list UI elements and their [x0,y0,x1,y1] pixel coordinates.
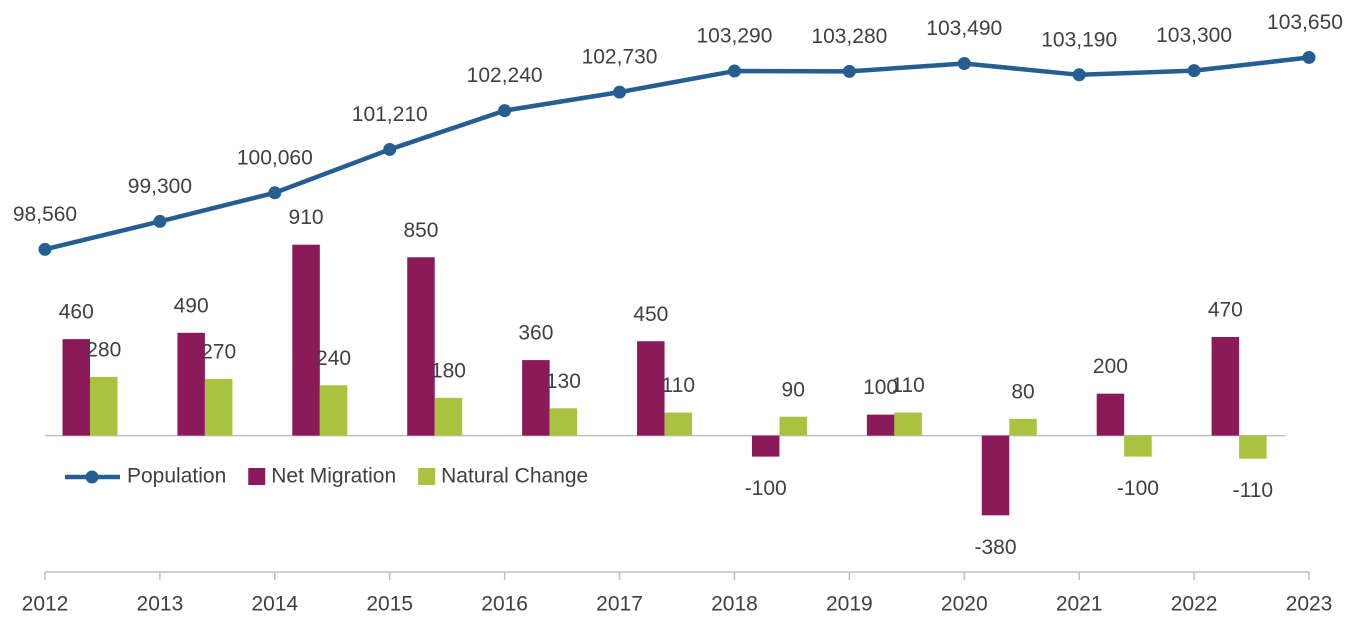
bar [1096,393,1125,436]
x-tick-label: 2017 [596,593,643,616]
bar [204,378,233,436]
data-label: 360 [518,322,553,345]
x-tick-label: 2022 [1171,593,1218,616]
bar [866,414,895,436]
line-point [153,214,167,228]
legend-label: Population [127,465,226,488]
data-label: 103,190 [1041,28,1117,51]
data-label: 102,730 [582,46,658,69]
bar [292,244,320,436]
line-point [383,142,397,156]
bar [62,339,90,436]
data-label: 460 [59,301,94,324]
data-label: 103,490 [926,17,1002,40]
bar [637,341,665,436]
bar [407,257,435,436]
x-tick-label: 2012 [22,593,69,616]
data-label: 100,060 [237,146,313,169]
data-label: 470 [1208,299,1243,322]
data-label: -380 [975,536,1017,559]
bar [1211,337,1240,436]
data-label: 450 [633,303,668,326]
line-point [498,104,512,118]
legend-marker [85,470,99,484]
x-tick-label: 2013 [137,593,184,616]
line-point [727,64,741,78]
x-tick-label: 2020 [941,593,988,616]
bar [664,412,693,436]
data-label: 200 [1093,355,1128,378]
data-label: 110 [891,374,924,397]
legend-swatch [418,468,436,485]
data-label: 103,290 [696,25,772,48]
bar [894,412,922,436]
line [44,55,1310,252]
line-point [613,85,627,99]
bar [981,435,1010,516]
line-point [1187,64,1201,78]
bar [90,376,118,436]
x-tick-label: 2014 [251,593,298,616]
legend-swatch [248,468,266,485]
legend-label: Natural Change [441,465,588,488]
data-label: 99,300 [128,175,192,198]
data-label: 80 [1011,380,1034,403]
bar [1239,435,1267,459]
data-label: 102,240 [467,64,543,87]
legend-label: Net Migration [271,465,396,488]
data-label: 98,560 [13,203,77,226]
data-label: 103,280 [811,25,887,48]
x-tick-label: 2023 [1286,593,1333,616]
data-label: 103,300 [1156,24,1232,47]
bar [319,385,348,436]
data-label: 110 [662,374,695,397]
data-label: 100 [863,376,898,399]
x-tick-label: 2016 [481,593,528,616]
data-label: 180 [431,359,466,382]
data-label: -110 [1233,479,1273,502]
bar [1009,418,1037,436]
bar [1124,435,1152,457]
x-tick-label: 2015 [366,593,413,616]
data-label: 270 [201,341,236,364]
data-label: 101,210 [352,103,428,126]
data-label: -100 [745,477,787,500]
x-tick-label: 2021 [1056,593,1103,616]
bar [751,435,780,457]
bar [434,397,463,436]
data-label: 910 [289,206,324,229]
data-label: -100 [1117,477,1159,500]
data-label: 280 [86,338,121,361]
line-point [268,186,282,200]
x-tick-label: 2019 [826,593,873,616]
data-label: 850 [403,219,438,242]
data-label: 90 [782,378,805,401]
data-label: 130 [546,370,581,393]
line-point [842,64,856,78]
line-point [1302,50,1316,64]
x-tick-label: 2018 [711,593,758,616]
data-label: 490 [174,294,209,317]
data-label: 240 [316,347,351,370]
line-point [957,56,971,70]
bar [779,416,807,436]
line-point [1072,68,1086,82]
bar [522,360,550,436]
line-point [38,242,52,256]
bar [177,332,205,436]
bar [549,408,578,436]
data-label: 103,650 [1267,11,1343,34]
